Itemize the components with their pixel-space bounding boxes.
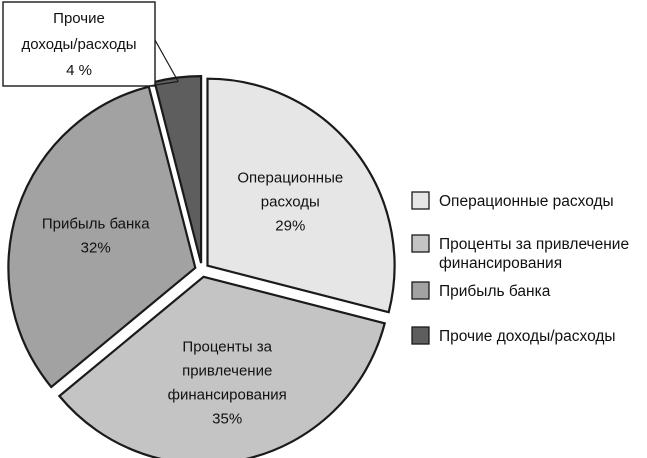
callout-group: Прочие доходы/расходы 4 % bbox=[2, 1, 179, 87]
callout-leader-line bbox=[154, 39, 179, 82]
legend-label-profit: Прибыль банка bbox=[439, 283, 551, 300]
pie-slice-op bbox=[206, 77, 396, 314]
callout-box bbox=[2, 1, 156, 87]
callout-label: доходы/расходы bbox=[21, 36, 136, 53]
slice-label-op: расходы bbox=[261, 194, 320, 211]
legend-label-fin: Проценты за привлечение bbox=[439, 236, 629, 253]
legend-swatch-op bbox=[411, 191, 430, 210]
callout-label: Прочие bbox=[53, 10, 105, 27]
slice-label-op: Операционные bbox=[237, 170, 343, 187]
legend-label-fin: финансирования bbox=[439, 255, 562, 272]
slice-value-fin: 35% bbox=[212, 411, 242, 428]
slice-value-profit: 32% bbox=[81, 240, 111, 257]
legend-swatch-fin bbox=[411, 234, 430, 253]
legend-swatch-other bbox=[411, 326, 430, 345]
legend-label-op: Операционные расходы bbox=[439, 193, 614, 210]
slice-value-op: 29% bbox=[275, 218, 305, 235]
legend: Операционные расходы Проценты за привлече… bbox=[411, 191, 629, 345]
callout-leader-line bbox=[148, 80, 179, 87]
slice-label-fin: привлечение bbox=[182, 363, 272, 380]
slice-label-profit: Прибыль банка bbox=[42, 216, 150, 233]
slice-label-fin: Проценты за bbox=[182, 339, 272, 356]
pie-slices bbox=[7, 74, 396, 458]
pie-slice-profit bbox=[7, 85, 197, 389]
legend-label-other: Прочие доходы/расходы bbox=[439, 328, 616, 345]
pie-slice-fin bbox=[57, 275, 387, 458]
legend-swatch-profit bbox=[411, 281, 430, 300]
slice-labels: Операционные расходы 29% Проценты за привлеч… bbox=[42, 170, 343, 428]
slice-label-fin: финансирования bbox=[168, 387, 287, 404]
callout-value: 4 % bbox=[66, 62, 92, 79]
